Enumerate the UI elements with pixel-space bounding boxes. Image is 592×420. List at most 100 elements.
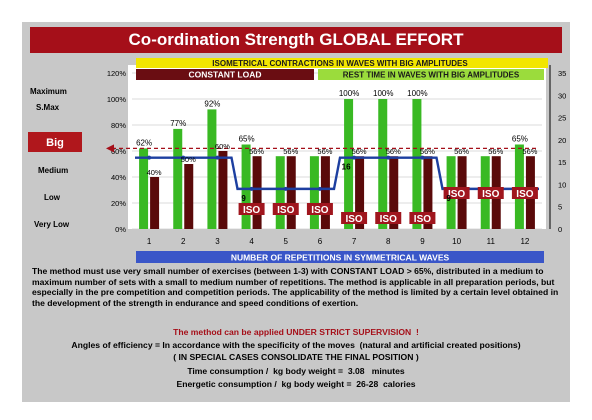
intensity-label-medium: Medium — [38, 166, 68, 175]
x-tick-label: 11 — [487, 237, 496, 246]
load-bar — [389, 156, 399, 229]
repetitions-point — [215, 155, 220, 160]
load-bar-label: 56% — [249, 147, 264, 156]
intensity-bar — [412, 99, 422, 229]
iso-label-text: ISO — [277, 205, 294, 216]
time-consumption: Time consumption / kg body weight = 3.08… — [187, 366, 405, 376]
intensity-bar-label: 92% — [204, 99, 220, 108]
special-cases-note: ( IN SPECIAL CASES CONSOLIDATE THE FINAL… — [173, 352, 419, 362]
intensity-label-big: Big — [46, 137, 64, 149]
constant-load-banner — [136, 69, 314, 80]
x-tick-label: 9 — [420, 237, 425, 246]
load-bar-label: 56% — [283, 147, 298, 156]
iso-label-box — [477, 187, 504, 199]
load-bar-label: 56% — [352, 147, 367, 156]
x-tick-label: 2 — [181, 237, 186, 246]
iso-label: ISO — [238, 203, 265, 216]
slide-title: Co-ordination Strength GLOBAL EFFORT — [30, 27, 562, 53]
intensity-bar — [378, 99, 388, 229]
iso-label-box — [341, 212, 368, 224]
iso-label-box — [306, 203, 333, 215]
load-bar-label: 56% — [420, 147, 435, 156]
intensity-label-low: Low — [44, 193, 61, 202]
iso-label: ISO — [409, 212, 436, 225]
repetitions-point — [386, 155, 391, 160]
intensity-label-very-low: Very Low — [34, 220, 70, 229]
x-tick-label: 10 — [452, 237, 461, 246]
x-tick-label: 1 — [147, 237, 152, 246]
intensity-label-maximum: Maximum — [30, 87, 67, 96]
load-bar-label: 56% — [454, 147, 469, 156]
repetitions-point — [249, 186, 254, 191]
x-tick-label: 12 — [520, 237, 529, 246]
iso-label-box — [409, 212, 436, 224]
iso-labels: ISO ISO ISO ISO ISO ISO ISO ISO ISO — [238, 187, 538, 225]
intensity-label-smax: S.Max — [36, 103, 60, 112]
intensity-bar-label: 100% — [407, 89, 427, 98]
reference-arrow-icon — [106, 144, 114, 153]
repetitions-point — [181, 155, 186, 160]
intensity-bar — [275, 156, 285, 229]
x-tick-label: 4 — [249, 237, 254, 246]
right-tick-label: 20 — [558, 136, 566, 145]
load-bar-label: 56% — [522, 147, 537, 156]
right-tick-label: 30 — [558, 91, 566, 100]
load-bar-label: 50% — [181, 155, 196, 164]
right-tick-label: 15 — [558, 158, 566, 167]
repetitions-point — [317, 186, 322, 191]
load-bar-label: 60% — [215, 142, 230, 151]
load-bar-label: 56% — [386, 147, 401, 156]
iso-label-text: ISO — [516, 189, 533, 200]
iso-label-text: ISO — [482, 189, 499, 200]
iso-label: ISO — [375, 212, 402, 225]
intensity-bar — [309, 156, 319, 229]
intensity-bar — [173, 128, 183, 229]
load-bar — [184, 164, 194, 229]
rest-time-text: REST TIME IN WAVES WITH BIG AMPLITUDES — [343, 71, 520, 80]
plot-area — [128, 65, 546, 229]
intensity-bar-label: 100% — [339, 89, 359, 98]
x-tick-label: 8 — [386, 237, 391, 246]
isometric-banner-text: ISOMETRICAL CONTRACTIONS IN WAVES WITH B… — [212, 59, 468, 68]
left-tick-label: 60% — [111, 147, 126, 156]
intensity-bar — [514, 144, 524, 229]
iso-label: ISO — [341, 212, 368, 225]
right-axis: 0 5 10 15 20 25 30 35 — [549, 65, 566, 234]
big-box — [28, 132, 82, 152]
right-tick-label: 35 — [558, 69, 566, 78]
isometric-banner — [136, 58, 548, 68]
iso-label: ISO — [443, 187, 470, 200]
intensity-bar — [241, 144, 251, 229]
iso-label-text: ISO — [345, 214, 362, 225]
repetitions-label: 9 — [241, 194, 246, 203]
chart: Maximum S.Max Big Medium Low Very Low 0%… — [28, 58, 566, 263]
rest-time-banner — [318, 69, 544, 80]
iso-label-box — [272, 203, 299, 215]
left-tick-label: 20% — [111, 199, 126, 208]
right-tick-label: 10 — [558, 180, 566, 189]
load-bar — [286, 156, 296, 229]
left-tick-label: 120% — [107, 69, 127, 78]
iso-label-box — [238, 203, 265, 215]
iso-label: ISO — [306, 203, 333, 216]
iso-label-text: ISO — [448, 189, 465, 200]
load-bar — [150, 177, 160, 229]
load-bar — [423, 156, 433, 229]
energy-consumption: Energetic consumption / kg body weight =… — [176, 379, 416, 389]
intensity-bar-label: 100% — [373, 89, 393, 98]
left-tick-label: 100% — [107, 95, 127, 104]
iso-label-text: ISO — [243, 205, 260, 216]
x-tick-label: 7 — [352, 237, 357, 246]
intensity-bar-label: 62% — [136, 138, 152, 147]
iso-label: ISO — [272, 203, 299, 216]
repetitions-label: 16 — [342, 163, 351, 172]
iso-label: ISO — [511, 187, 538, 200]
load-bar-label: 40% — [147, 168, 162, 177]
iso-label: ISO — [477, 187, 504, 200]
repetitions-point — [420, 155, 425, 160]
iso-label-text: ISO — [380, 214, 397, 225]
x-axis: 1 2 3 4 5 6 7 8 9 10 11 12 — [147, 237, 530, 246]
intensity-bar-label: 65% — [512, 135, 528, 144]
x-tick-label: 6 — [318, 237, 323, 246]
iso-label-text: ISO — [311, 205, 328, 216]
